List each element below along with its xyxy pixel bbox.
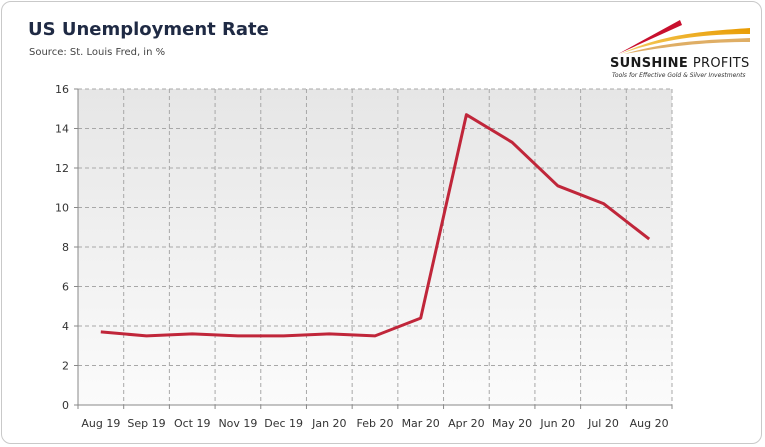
y-tick-label: 14	[55, 123, 69, 136]
x-tick-label: Jan 20	[311, 417, 346, 430]
sunshine-profits-logo: SUNSHINE PROFITS Tools for Effective Gol…	[610, 16, 760, 79]
y-tick-label: 12	[55, 162, 69, 175]
logo-tagline: Tools for Effective Gold & Silver Invest…	[612, 72, 746, 79]
y-tick-label: 2	[62, 360, 69, 373]
gridlines	[78, 88, 673, 405]
x-tick-label: May 20	[492, 417, 532, 430]
x-tick-label: Nov 19	[218, 417, 257, 430]
x-tick-label: Jun 20	[539, 417, 575, 430]
y-tick-label: 10	[55, 202, 69, 215]
x-tick-label: Feb 20	[357, 417, 394, 430]
y-tick-label: 4	[62, 320, 69, 333]
x-tick-label: Mar 20	[402, 417, 440, 430]
x-tick-label: Sep 19	[127, 417, 165, 430]
x-tick-label: Aug 20	[630, 417, 669, 430]
y-tick-label: 16	[55, 83, 69, 96]
chart-title: US Unemployment Rate	[28, 19, 269, 40]
x-tick-label: Jul 20	[587, 417, 619, 430]
unemployment-series-line	[100, 113, 651, 338]
y-tick-label: 8	[62, 241, 69, 254]
y-tick-label: 6	[62, 281, 69, 294]
y-axis-ticks: 0 2 4 6 8 10 12 14 16	[55, 83, 78, 412]
x-axis-ticks: Aug 19 Sep 19 Oct 19 Nov 19 Dec 19 Jan 20 Feb …	[77, 405, 673, 430]
x-tick-label: Dec 19	[264, 417, 303, 430]
logo-name: SUNSHINE PROFITS	[610, 56, 750, 71]
x-tick-label: Oct 19	[174, 417, 211, 430]
y-tick-label: 0	[62, 399, 69, 412]
x-tick-label: Aug 19	[81, 417, 120, 430]
x-tick-label: Apr 20	[448, 417, 485, 430]
chart-source: Source: St. Louis Fred, in %	[29, 47, 166, 58]
sunshine-rays-icon	[618, 20, 750, 54]
